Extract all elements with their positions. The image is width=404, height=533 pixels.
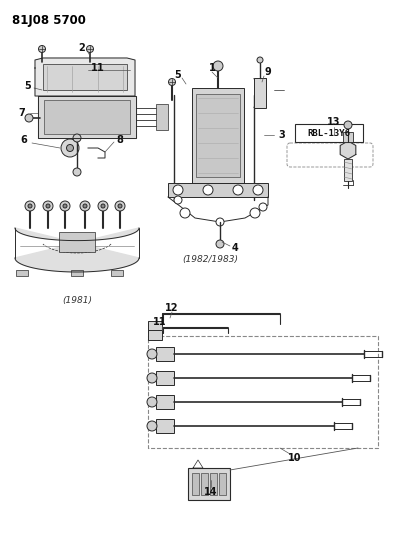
- Text: 5: 5: [25, 81, 32, 91]
- Bar: [148, 330, 162, 340]
- Circle shape: [28, 204, 32, 208]
- Circle shape: [73, 134, 81, 142]
- Bar: [168, 183, 268, 197]
- Text: 10: 10: [288, 453, 302, 463]
- Circle shape: [173, 185, 183, 195]
- Text: RBL-13Y6: RBL-13Y6: [307, 128, 351, 138]
- Circle shape: [180, 208, 190, 218]
- Bar: [43, 64, 127, 90]
- Bar: [210, 473, 217, 495]
- Circle shape: [61, 139, 79, 157]
- Text: 6: 6: [21, 135, 27, 145]
- Text: (1982/1983): (1982/1983): [182, 255, 238, 264]
- Text: 8: 8: [117, 135, 124, 145]
- Circle shape: [25, 201, 35, 211]
- Text: 14: 14: [204, 487, 218, 497]
- Circle shape: [101, 204, 105, 208]
- Bar: [295, 124, 363, 142]
- Bar: [344, 159, 352, 181]
- Text: 7: 7: [19, 108, 25, 118]
- Circle shape: [147, 349, 157, 359]
- Bar: [343, 132, 353, 142]
- Circle shape: [86, 45, 93, 52]
- Circle shape: [250, 208, 260, 218]
- Circle shape: [80, 201, 90, 211]
- Bar: [156, 419, 174, 433]
- Text: 4: 4: [231, 243, 238, 253]
- Circle shape: [43, 201, 53, 211]
- Bar: [156, 395, 174, 409]
- Text: 1: 1: [97, 63, 103, 73]
- Text: 12: 12: [165, 303, 179, 313]
- Text: 2: 2: [79, 43, 85, 53]
- Text: 13: 13: [327, 117, 341, 127]
- Bar: [201, 473, 208, 495]
- Circle shape: [216, 240, 224, 248]
- Circle shape: [46, 204, 50, 208]
- Circle shape: [67, 144, 74, 151]
- Text: 1: 1: [90, 63, 97, 73]
- Bar: [254, 78, 266, 108]
- Circle shape: [257, 57, 263, 63]
- Bar: [192, 473, 199, 495]
- Bar: [219, 473, 226, 495]
- Circle shape: [168, 78, 175, 85]
- Circle shape: [38, 45, 46, 52]
- Bar: [44, 100, 130, 134]
- Text: 1: 1: [208, 63, 215, 73]
- Circle shape: [216, 218, 224, 226]
- Circle shape: [233, 185, 243, 195]
- Polygon shape: [340, 141, 356, 159]
- Bar: [59, 232, 95, 252]
- Circle shape: [203, 185, 213, 195]
- Bar: [71, 270, 83, 276]
- Text: 9: 9: [265, 67, 271, 77]
- Bar: [156, 347, 174, 361]
- Circle shape: [174, 196, 182, 204]
- Circle shape: [344, 121, 352, 129]
- Circle shape: [98, 201, 108, 211]
- Bar: [156, 104, 168, 130]
- FancyBboxPatch shape: [287, 143, 373, 167]
- Bar: [156, 371, 174, 385]
- Circle shape: [213, 61, 223, 71]
- Circle shape: [259, 203, 267, 211]
- Circle shape: [253, 185, 263, 195]
- Polygon shape: [15, 228, 139, 272]
- Bar: [16, 270, 28, 276]
- Polygon shape: [35, 58, 135, 96]
- Circle shape: [115, 201, 125, 211]
- Circle shape: [25, 114, 33, 122]
- Circle shape: [147, 397, 157, 407]
- Bar: [196, 94, 240, 177]
- Bar: [148, 336, 378, 448]
- Polygon shape: [38, 96, 136, 138]
- Circle shape: [83, 204, 87, 208]
- Circle shape: [63, 204, 67, 208]
- Circle shape: [118, 204, 122, 208]
- Text: 11: 11: [153, 317, 167, 327]
- Text: (1981): (1981): [62, 296, 92, 305]
- Text: 5: 5: [175, 70, 181, 80]
- Text: 3: 3: [279, 130, 285, 140]
- Circle shape: [60, 201, 70, 211]
- Circle shape: [147, 421, 157, 431]
- Bar: [188, 468, 230, 500]
- Text: 81J08 5700: 81J08 5700: [12, 14, 86, 27]
- Bar: [148, 321, 162, 333]
- Bar: [111, 270, 123, 276]
- Bar: [192, 88, 244, 183]
- Circle shape: [147, 373, 157, 383]
- Circle shape: [73, 168, 81, 176]
